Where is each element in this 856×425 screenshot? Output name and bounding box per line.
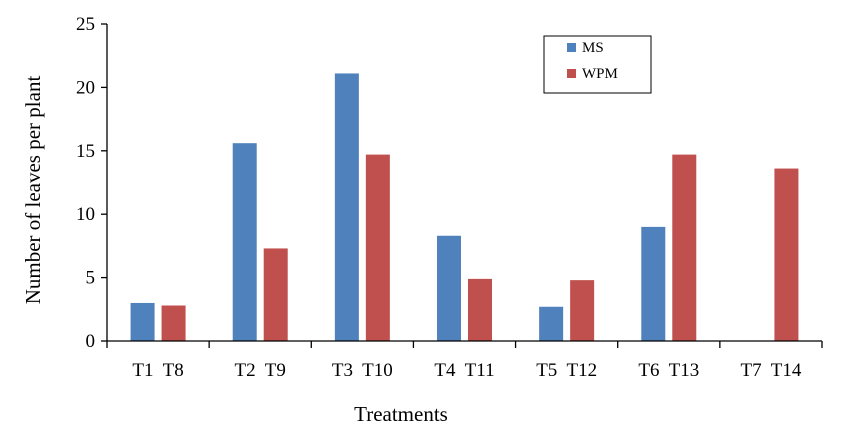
bar-wpm-5 (570, 280, 595, 341)
x-tick-label: T6 T13 (638, 360, 699, 381)
x-axis-title: Treatments (354, 402, 448, 425)
legend-swatch-ms (567, 43, 576, 52)
y-axis: 0 5 10 15 20 25 (76, 14, 108, 352)
bar-wpm-6 (672, 154, 697, 341)
x-tick-label: T2 T9 (235, 360, 286, 381)
x-axis: T1 T8 T2 T9 T3 T10 T4 T11 T5 T12 T6 T13 T7 T14 (106, 340, 823, 381)
bars (130, 73, 799, 342)
bar-wpm-1 (161, 305, 186, 341)
bar-ms-5 (539, 306, 564, 341)
legend-swatch-wpm (567, 69, 576, 78)
legend-label-wpm: WPM (582, 66, 618, 82)
legend: MS WPM (543, 35, 652, 94)
y-tick-label: 20 (76, 77, 95, 98)
bar-ms-1 (130, 302, 155, 341)
legend-label-ms: MS (582, 40, 604, 56)
bar-wpm-2 (263, 248, 288, 341)
bar-wpm-4 (468, 278, 492, 341)
x-tick-label: T3 T10 (332, 360, 393, 381)
bar-ms-4 (437, 235, 461, 341)
y-tick-label: 5 (86, 268, 96, 289)
bar-ms-6 (641, 226, 666, 341)
x-tick-label: T4 T11 (434, 360, 494, 381)
bar-wpm-3 (365, 154, 390, 341)
bar-ms-2 (232, 143, 257, 341)
y-axis-title: Number of leaves per plant (21, 76, 45, 305)
y-tick-label: 10 (76, 204, 95, 225)
bar-ms-3 (334, 73, 359, 342)
x-tick-label: T7 T14 (740, 360, 801, 381)
bar-wpm-7 (774, 168, 799, 341)
y-tick-label: 0 (86, 331, 96, 352)
y-tick-label: 15 (76, 141, 95, 162)
x-tick-label: T1 T8 (132, 360, 183, 381)
legend-box (543, 35, 652, 94)
y-tick-label: 25 (76, 14, 95, 35)
x-tick-label: T5 T12 (536, 360, 597, 381)
